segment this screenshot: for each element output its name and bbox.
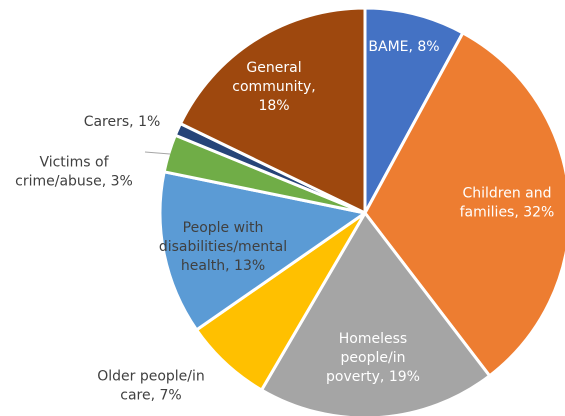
slice-label-line: Carers, 1% xyxy=(84,114,161,130)
slice-label-line: community, xyxy=(232,79,315,95)
slice-label-line: People with xyxy=(183,220,264,236)
slice-label-line: 18% xyxy=(258,98,289,114)
slice-label-line: General xyxy=(246,60,301,76)
leader-lines xyxy=(144,151,171,155)
pie-slice-7 xyxy=(179,6,367,215)
slice-label-line: BAME, 8% xyxy=(368,39,439,55)
slice-label-line: poverty, 19% xyxy=(326,369,420,385)
slice-label-6: Carers, 1% xyxy=(84,114,161,130)
slice-label-line: Victims of xyxy=(39,155,109,171)
slice-label-5: Victims of crime/abuse, 3% xyxy=(15,155,133,190)
slice-label-2: Homeless people/in poverty, 19% xyxy=(326,331,420,385)
slice-label-7: General community, 18% xyxy=(232,60,315,114)
slice-label-line: families, 32% xyxy=(460,205,555,221)
pie-slices xyxy=(158,6,565,416)
slice-labels: BAME, 8% Children and families, 32% Homeles… xyxy=(15,39,554,404)
slice-label-line: health, 13% xyxy=(181,258,265,274)
slice-label-line: crime/abuse, 3% xyxy=(15,174,133,190)
slice-label-1: Children and families, 32% xyxy=(460,186,555,221)
slice-label-line: Homeless xyxy=(339,331,407,347)
pie-slice-2 xyxy=(260,211,492,416)
slice-label-line: Older people/in xyxy=(97,369,205,385)
slice-label-line: people/in xyxy=(341,350,406,366)
pie-slice-1 xyxy=(363,31,565,378)
leader-line-5 xyxy=(144,151,171,155)
slice-label-0: BAME, 8% xyxy=(368,39,439,55)
slice-label-4: People with disabilities/mental health, 13… xyxy=(159,220,287,274)
pie-slice-4 xyxy=(158,170,367,332)
pie-slice-0 xyxy=(363,6,465,215)
slice-label-3: Older people/in care, 7% xyxy=(97,369,205,404)
slice-label-line: care, 7% xyxy=(120,388,181,404)
slice-label-line: disabilities/mental xyxy=(159,239,287,255)
slice-label-line: Children and xyxy=(462,186,551,202)
